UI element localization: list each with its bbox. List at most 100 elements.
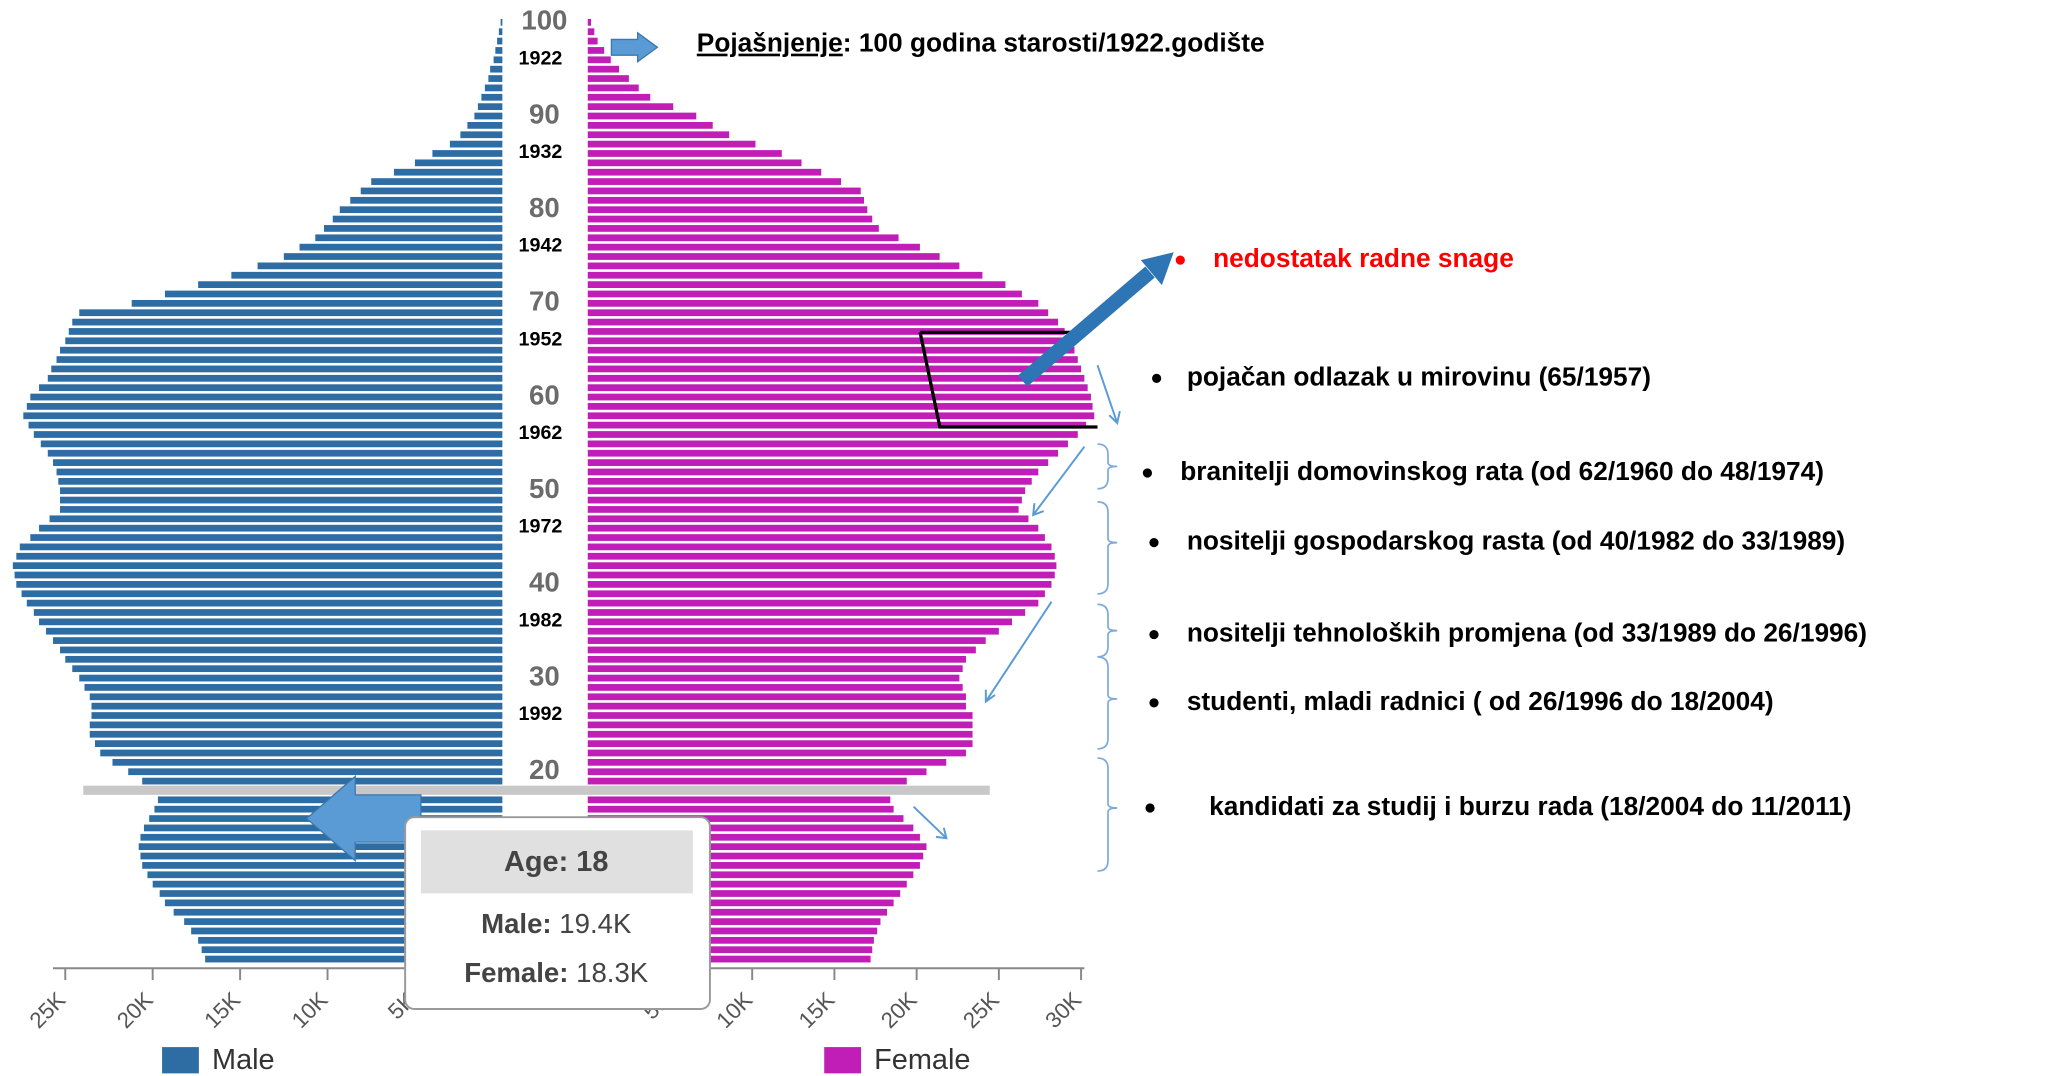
- bar: [587, 168, 822, 176]
- bar: [587, 609, 1026, 616]
- bar: [51, 365, 503, 373]
- x-tick-label: 25K: [958, 987, 1004, 1033]
- note: nositelji gospodarskog rasta (od 40/1982…: [1187, 526, 1845, 556]
- bar: [587, 712, 973, 719]
- bar: [432, 150, 503, 157]
- y-tick-label: 30: [529, 660, 560, 691]
- tooltip-header: [420, 830, 693, 894]
- bar: [587, 590, 1045, 598]
- bar: [495, 47, 503, 54]
- legend-label: Male: [212, 1044, 275, 1076]
- bar: [159, 890, 503, 897]
- bar: [587, 599, 1039, 607]
- bar: [191, 927, 503, 935]
- bar: [474, 112, 503, 120]
- bar: [19, 543, 503, 551]
- bar: [257, 262, 503, 270]
- bar: [587, 702, 966, 710]
- bar: [587, 56, 611, 64]
- bar: [587, 534, 1045, 541]
- highlight-box: [918, 330, 1098, 429]
- bar: [371, 178, 503, 185]
- note: branitelji domovinskog rata (od 62/1960 …: [1180, 456, 1824, 486]
- bar: [587, 506, 1019, 513]
- bar: [40, 440, 503, 448]
- bar: [587, 871, 914, 879]
- bar: [587, 403, 1093, 410]
- bar: [587, 684, 963, 691]
- bar: [587, 206, 868, 214]
- bar: [587, 47, 605, 54]
- bar: [587, 290, 1022, 298]
- birth-year-label: 1992: [519, 703, 563, 725]
- y-tick-label: 100: [521, 5, 567, 36]
- bar: [140, 852, 503, 860]
- bar: [587, 618, 1013, 626]
- bar: [332, 215, 503, 223]
- bar: [587, 140, 756, 148]
- bar: [460, 131, 503, 139]
- bar: [587, 955, 871, 963]
- bar: [587, 243, 920, 251]
- bullet: [1145, 803, 1155, 813]
- bar: [28, 421, 503, 429]
- bar: [587, 777, 907, 785]
- bar: [393, 168, 503, 176]
- tooltip-label: Male:: [481, 909, 552, 940]
- tooltip-row: Female: 18.3K: [464, 957, 649, 988]
- bar: [60, 506, 503, 513]
- bar: [198, 281, 503, 288]
- thin-arrows: [912, 364, 1121, 840]
- bar: [128, 768, 503, 776]
- bar: [89, 730, 503, 738]
- bar: [60, 487, 503, 495]
- bar: [587, 178, 841, 185]
- explanation: Pojašnjenje: 100 godina starosti/1922.go…: [697, 28, 1265, 58]
- bar: [587, 262, 960, 270]
- bar: [14, 571, 503, 579]
- bar: [587, 740, 973, 747]
- tooltip-label: Female:: [464, 957, 568, 988]
- note: studenti, mladi radnici ( od 26/1996 do …: [1187, 686, 1774, 716]
- bullet: [1175, 255, 1185, 265]
- bar: [587, 84, 639, 92]
- bar: [587, 477, 1032, 485]
- bar: [39, 384, 503, 392]
- bar: [477, 103, 503, 111]
- y-tick-label: 20: [529, 754, 560, 785]
- bar: [39, 524, 503, 532]
- tooltip-value: 19.4K: [559, 909, 632, 940]
- y-tick-label: 90: [529, 98, 560, 129]
- bar: [587, 440, 1068, 448]
- bar: [497, 37, 503, 45]
- bar: [587, 421, 1087, 429]
- bar: [26, 403, 503, 410]
- bar: [587, 234, 899, 242]
- tooltip-row: Male: 19.4K: [481, 909, 632, 940]
- bullet: [1149, 629, 1159, 640]
- bar: [587, 749, 966, 757]
- bar: [587, 328, 1065, 335]
- bar: [587, 75, 629, 82]
- birth-year-label: 1972: [519, 516, 563, 538]
- bar: [587, 365, 1082, 373]
- bar: [142, 862, 503, 869]
- bar: [587, 384, 1088, 392]
- note: kandidati za studij i burzu rada (18/200…: [1209, 791, 1851, 821]
- birth-year-label: 1982: [519, 609, 563, 631]
- bar: [283, 253, 503, 260]
- x-tick-label: 15K: [794, 987, 840, 1033]
- bar: [49, 515, 503, 523]
- bar: [587, 159, 802, 167]
- bar: [587, 150, 782, 157]
- bar: [587, 758, 947, 766]
- bar: [360, 187, 503, 195]
- bar: [587, 309, 1049, 317]
- bar: [53, 637, 503, 644]
- x-tick-label: 15K: [199, 987, 245, 1033]
- bar: [112, 758, 503, 766]
- note: nositelji tehnoloških promjena (od 33/19…: [1187, 618, 1867, 648]
- braces: [1097, 443, 1118, 872]
- diagonal-arrow-head: [1140, 252, 1174, 286]
- birth-year-label: 1922: [519, 47, 563, 69]
